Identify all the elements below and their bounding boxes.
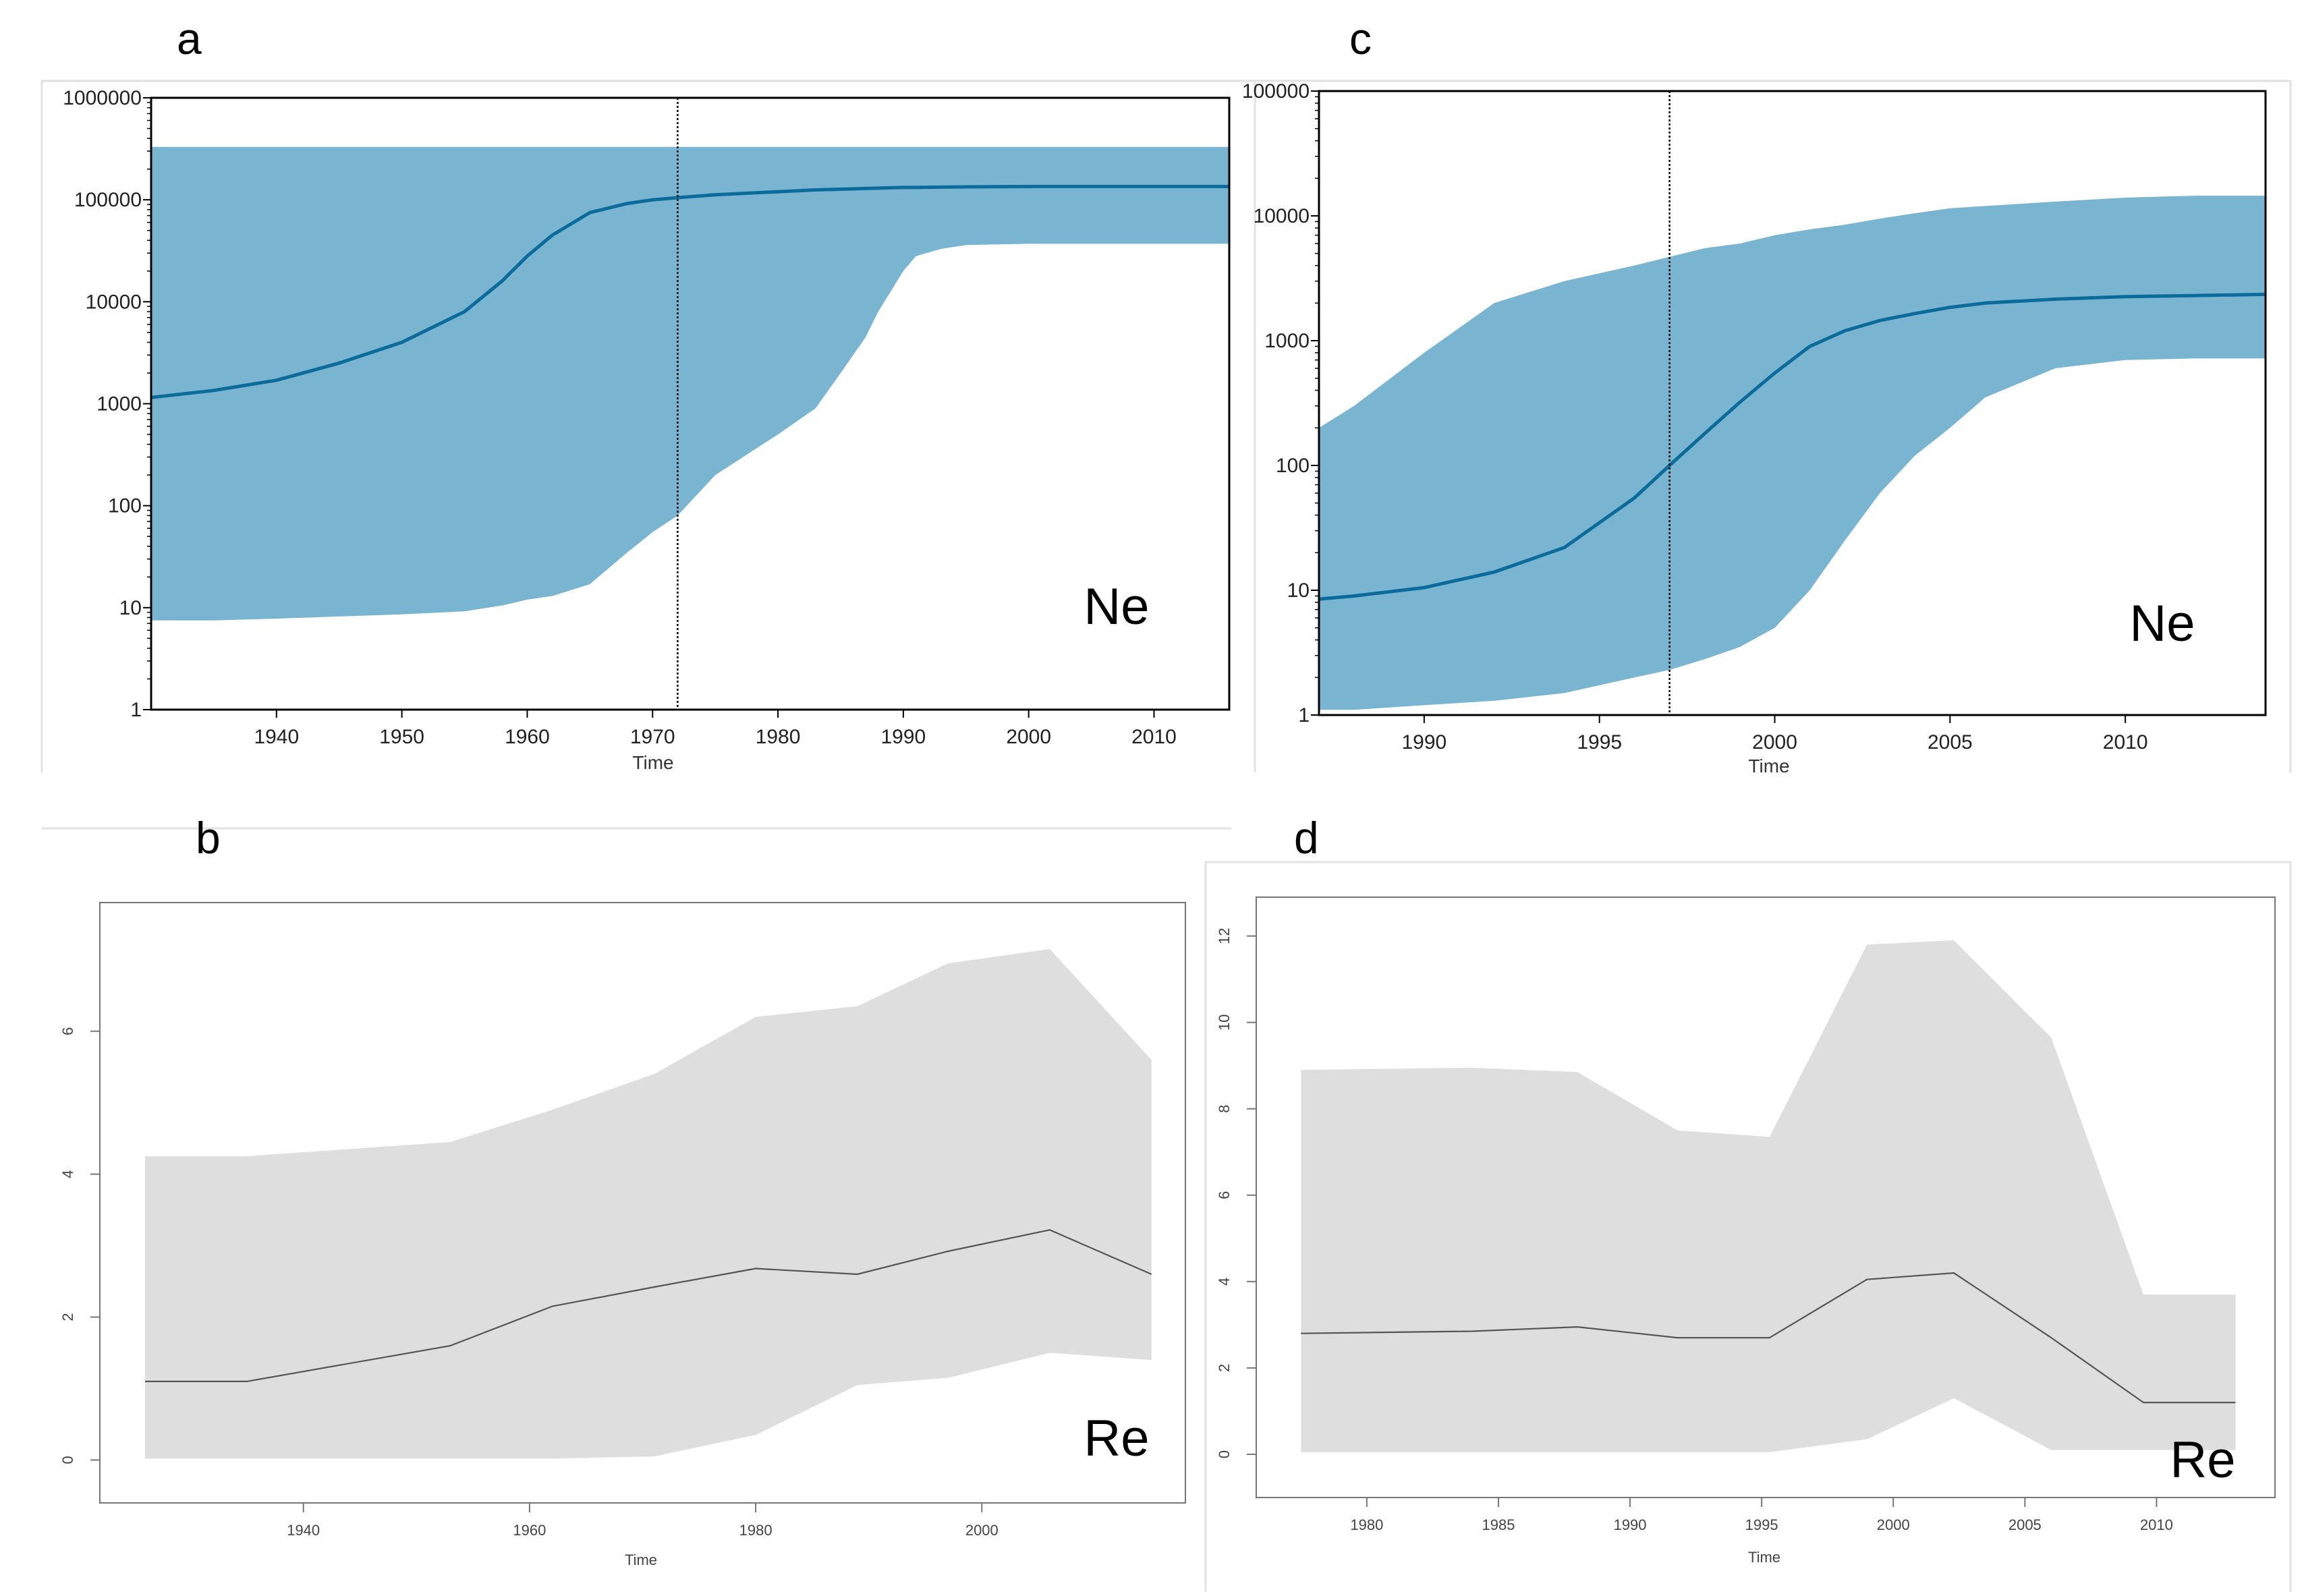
y-tick-label: 6 xyxy=(1216,1191,1233,1199)
panel-c-border xyxy=(1254,80,2292,772)
y-tick-label: 8 xyxy=(1216,1105,1233,1113)
x-tick-label: 1950 xyxy=(379,726,424,748)
y-tick-label: 1 xyxy=(130,699,142,721)
x-axis-title: Time xyxy=(1748,756,1789,776)
panel-d-border xyxy=(1204,861,2292,1592)
x-tick-label: 2000 xyxy=(1752,731,1797,753)
x-tick-label: 1940 xyxy=(254,726,299,748)
x-tick-label: 1995 xyxy=(1745,1516,1778,1533)
x-axis-title: Time xyxy=(1748,1549,1780,1566)
y-tick-label: 12 xyxy=(1216,928,1233,944)
confidence-band xyxy=(151,146,1229,621)
x-tick-label: 1980 xyxy=(1350,1516,1383,1533)
y-tick-label: 1 xyxy=(1298,704,1310,726)
plot-frame xyxy=(1256,896,2276,1498)
y-tick-label: 0 xyxy=(1216,1450,1233,1458)
y-tick-label: 2 xyxy=(1216,1364,1233,1372)
series-annotation: Ne xyxy=(2129,595,2195,652)
y-tick-label: 100000 xyxy=(74,189,142,211)
panel-a-border xyxy=(40,80,1256,772)
y-tick-label: 10 xyxy=(1216,1014,1233,1030)
x-tick-label: 2000 xyxy=(965,1522,999,1539)
x-axis-title: Time xyxy=(632,752,673,773)
x-tick-label: 2000 xyxy=(1006,726,1051,748)
plot-frame xyxy=(1318,90,2267,716)
plot-area xyxy=(145,948,1152,1459)
x-tick-label: 1990 xyxy=(1614,1516,1647,1533)
x-tick-label: 1960 xyxy=(513,1522,546,1539)
panel-label-d: d xyxy=(1294,813,1319,863)
y-tick-label: 1000 xyxy=(96,393,142,416)
plot-area xyxy=(1319,91,2266,715)
y-tick-label: 100 xyxy=(1276,455,1310,477)
x-tick-label: 2010 xyxy=(2140,1516,2173,1533)
x-tick-label: 2010 xyxy=(1131,726,1177,748)
chart-panel-a: 1940 1950 1960 1970 1980 1990 2000 2010 1 10 100 10… xyxy=(63,87,1231,773)
confidence-band xyxy=(1319,196,2266,710)
x-tick-label: 1940 xyxy=(287,1522,320,1539)
x-tick-label: 2005 xyxy=(2008,1516,2042,1533)
y-tick-label: 4 xyxy=(59,1170,76,1178)
chart-panel-d: 1980 1985 1990 1995 2000 2005 2010 0 2 4 6 8 10 12 Tim… xyxy=(1216,896,2276,1566)
x-tick-label: 2000 xyxy=(1877,1516,1910,1533)
x-tick-label: 1960 xyxy=(505,726,550,748)
y-tick-label: 10000 xyxy=(86,291,142,313)
y-tick-label: 1000 xyxy=(1264,330,1310,352)
x-tick-label: 1995 xyxy=(1577,731,1622,753)
y-tick-label: 100 xyxy=(108,495,142,517)
plot-area xyxy=(151,98,1229,710)
y-tick-label: 1000000 xyxy=(63,87,142,109)
confidence-band xyxy=(1301,940,2236,1452)
series-annotation: Re xyxy=(1084,1410,1149,1467)
y-tick-label: 10 xyxy=(119,597,142,619)
plot-frame xyxy=(99,902,1186,1504)
y-tick-label: 10 xyxy=(1287,579,1310,602)
chart-panel-b: 1940 1960 1980 2000 0 2 4 6 Time Re xyxy=(59,902,1186,1568)
x-tick-label: 1980 xyxy=(739,1522,772,1539)
panel-label-a: a xyxy=(177,13,202,63)
x-tick-label: 1980 xyxy=(756,726,801,748)
panel-label-c: c xyxy=(1349,13,1372,63)
x-tick-label: 1985 xyxy=(1482,1516,1515,1533)
plot-area xyxy=(1301,940,2236,1452)
x-tick-label: 2005 xyxy=(1928,731,1973,753)
y-tick-label: 100000 xyxy=(1242,80,1310,103)
panel-borders xyxy=(40,80,2292,1592)
x-axis-title: Time xyxy=(625,1551,657,1568)
y-tick-label: 2 xyxy=(59,1313,76,1321)
x-tick-label: 1970 xyxy=(630,726,675,748)
chart-panel-c: 1990 1995 2000 2005 2010 1 10 100 1000 10000 10000… xyxy=(1242,80,2267,776)
median-line xyxy=(151,185,1229,399)
median-line xyxy=(1301,1272,2236,1404)
median-line xyxy=(1319,292,2266,601)
y-tick-label: 6 xyxy=(59,1027,76,1035)
series-annotation: Re xyxy=(2170,1431,2235,1489)
y-tick-label: 4 xyxy=(1216,1278,1233,1286)
x-tick-label: 2010 xyxy=(2103,731,2148,753)
median-line xyxy=(145,1229,1152,1382)
panel-label-b: b xyxy=(196,813,221,863)
x-tick-label: 1990 xyxy=(881,726,926,748)
y-tick-label: 0 xyxy=(59,1456,76,1464)
x-tick-label: 1990 xyxy=(1402,731,1447,753)
y-tick-label: 10000 xyxy=(1254,205,1310,227)
confidence-band xyxy=(145,948,1152,1459)
series-annotation: Ne xyxy=(1084,578,1149,635)
